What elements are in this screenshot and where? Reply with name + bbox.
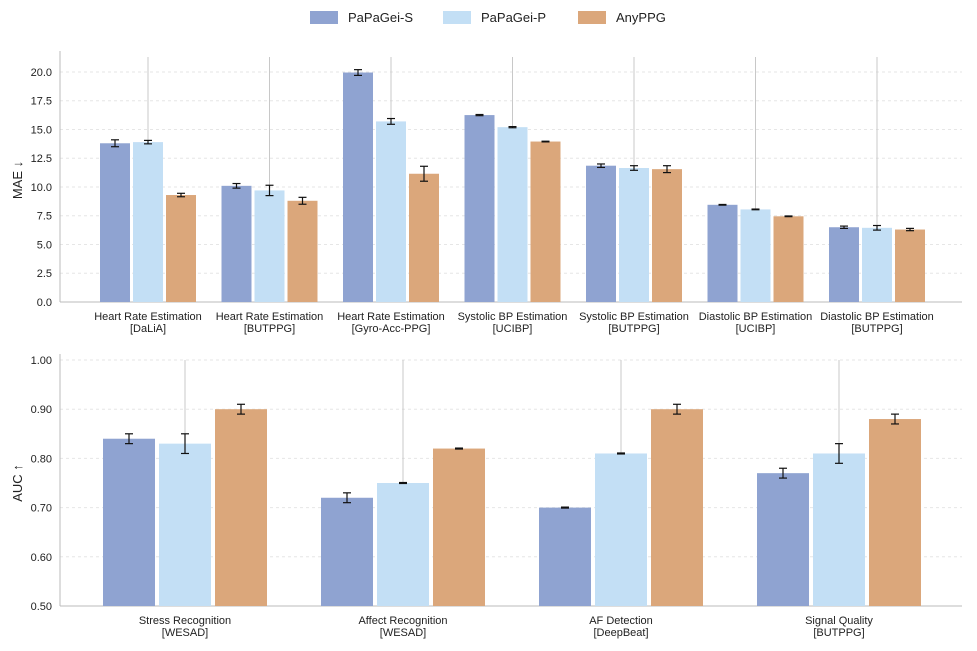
y-tick-label: 0.50 <box>31 601 52 613</box>
bar-papagei-s <box>464 115 495 302</box>
x-category-label: AF Detection [DeepBeat] <box>589 615 653 639</box>
bar-papagei-s <box>586 165 616 302</box>
x-category-label-line: Heart Rate Estimation <box>216 311 324 323</box>
auc-chart: 0.50 0.60 0.70 0.80 0.90 1.00 AUC ↑ Stress Reco… <box>10 354 962 639</box>
x-category-label: Stress Recognition [WESAD] <box>139 615 231 639</box>
legend-label-papagei-s: PaPaGei-S <box>348 10 413 25</box>
bar-papagei-p <box>740 209 771 302</box>
x-category-label-line: Systolic BP Estimation <box>458 311 568 323</box>
legend: PaPaGei-S PaPaGei-P AnyPPG <box>310 10 666 25</box>
x-category-label-line: [UCIBP] <box>736 323 776 335</box>
legend-label-papagei-p: PaPaGei-P <box>481 10 546 25</box>
x-category-label: Diastolic BP Estimation [UCIBP] <box>699 311 813 335</box>
bar-anyppg <box>215 409 267 606</box>
x-category-label-line: Stress Recognition <box>139 615 231 627</box>
bar-papagei-p <box>862 227 892 302</box>
x-category-label-line: Signal Quality <box>805 615 873 627</box>
y-tick-label: 17.5 <box>31 96 52 108</box>
x-category-label-line: Diastolic BP Estimation <box>699 311 813 323</box>
bar-papagei-s <box>103 438 155 606</box>
y-tick-label: 1.00 <box>31 355 52 367</box>
bar-papagei-p <box>133 142 163 302</box>
y-tick-label: 2.5 <box>37 268 52 280</box>
bar-anyppg <box>651 409 703 606</box>
y-tick-label: 0.60 <box>31 552 52 564</box>
x-category-label: Signal Quality [BUTPPG] <box>805 615 873 639</box>
x-category-label-line: [DeepBeat] <box>593 627 648 639</box>
x-category-label-line: Heart Rate Estimation <box>337 311 445 323</box>
bar-papagei-p <box>813 453 865 606</box>
bar-anyppg <box>287 200 318 302</box>
bar-anyppg <box>166 195 196 302</box>
legend-swatch-papagei-s <box>310 11 338 24</box>
y-tick-label: 0.0 <box>37 297 52 309</box>
bar-papagei-p <box>619 167 649 302</box>
x-category-label-line: Diastolic BP Estimation <box>820 311 934 323</box>
x-category-label-line: [BUTPPG] <box>244 323 295 335</box>
x-category-label: Heart Rate Estimation [BUTPPG] <box>216 311 324 335</box>
x-category-label-line: [WESAD] <box>162 627 208 639</box>
x-category-label-line: AF Detection <box>589 615 653 627</box>
y-tick-label: 0.70 <box>31 503 52 515</box>
bar-anyppg <box>773 216 804 302</box>
mae-chart: 0.0 2.5 5.0 7.5 10.0 12.5 15.0 17.5 20.0 MAE ↓ Hea… <box>10 51 962 335</box>
bar-papagei-s <box>707 204 738 302</box>
y-tick-label: 5.0 <box>37 239 52 251</box>
x-category-label-line: Affect Recognition <box>358 615 447 627</box>
y-axis-title: MAE ↓ <box>10 161 25 199</box>
bar-papagei-p <box>376 121 406 302</box>
x-category-label: Systolic BP Estimation [BUTPPG] <box>579 311 689 335</box>
bar-anyppg <box>530 141 561 302</box>
legend-swatch-papagei-p <box>443 11 471 24</box>
y-tick-label: 10.0 <box>31 182 52 194</box>
bar-anyppg <box>895 229 925 302</box>
bar-papagei-p <box>595 453 647 606</box>
bar-anyppg <box>433 448 485 606</box>
x-category-label-line: [Gyro-Acc-PPG] <box>352 323 431 335</box>
x-category-label-line: [BUTPPG] <box>608 323 659 335</box>
y-tick-label: 0.90 <box>31 404 52 416</box>
bar-papagei-s <box>757 473 809 606</box>
x-category-label-line: [BUTPPG] <box>813 627 864 639</box>
bar-papagei-s <box>100 143 130 302</box>
legend-swatch-anyppg <box>578 11 606 24</box>
x-category-label-line: [BUTPPG] <box>851 323 902 335</box>
bar-papagei-p <box>254 190 285 302</box>
y-tick-label: 20.0 <box>31 67 52 79</box>
x-category-label-line: [DaLiA] <box>130 323 166 335</box>
y-tick-label: 7.5 <box>37 211 52 223</box>
x-category-label: Systolic BP Estimation [UCIBP] <box>458 311 568 335</box>
bar-anyppg <box>869 419 921 606</box>
y-axis-title: AUC ↑ <box>10 464 25 502</box>
bar-papagei-s <box>539 507 591 606</box>
legend-label-anyppg: AnyPPG <box>616 10 666 25</box>
y-tick-label: 15.0 <box>31 124 52 136</box>
bar-papagei-s <box>829 227 859 302</box>
bar-papagei-p <box>497 127 528 302</box>
bar-papagei-s <box>321 497 373 606</box>
x-category-label-line: Heart Rate Estimation <box>94 311 202 323</box>
bar-anyppg <box>409 173 439 302</box>
x-category-label: Affect Recognition [WESAD] <box>358 615 447 639</box>
y-tick-label: 12.5 <box>31 153 52 165</box>
y-tick-label: 0.80 <box>31 453 52 465</box>
bar-papagei-p <box>159 443 211 606</box>
x-category-label-line: [WESAD] <box>380 627 426 639</box>
bar-papagei-s <box>221 185 252 302</box>
bar-papagei-p <box>377 483 429 606</box>
x-category-label-line: [UCIBP] <box>493 323 533 335</box>
x-category-label: Diastolic BP Estimation [BUTPPG] <box>820 311 934 335</box>
x-category-label: Heart Rate Estimation [DaLiA] <box>94 311 202 335</box>
x-category-label-line: Systolic BP Estimation <box>579 311 689 323</box>
bar-papagei-s <box>343 72 373 302</box>
x-category-label: Heart Rate Estimation [Gyro-Acc-PPG] <box>337 311 445 335</box>
bar-anyppg <box>652 169 682 302</box>
